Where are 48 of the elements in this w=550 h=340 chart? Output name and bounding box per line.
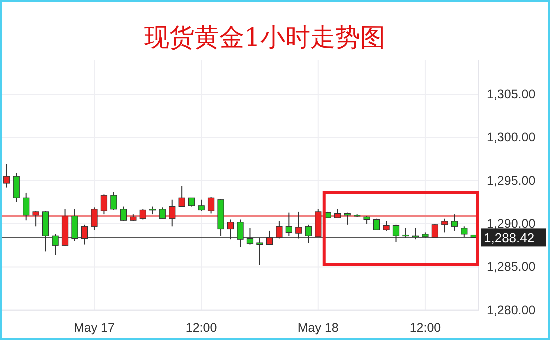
candlestick: [383, 220, 390, 232]
candlestick: [52, 234, 59, 256]
candlestick: [140, 208, 146, 220]
candlestick: [159, 207, 166, 220]
candlestick: [276, 220, 283, 240]
x-tick-label: 12:00: [410, 321, 442, 335]
x-tick-label: 12:00: [186, 321, 218, 335]
x-tick-label: May 18: [298, 321, 339, 335]
candlestick: [198, 199, 205, 212]
candlestick: [442, 218, 448, 234]
chart-title: 现货黄金1小时走势图: [144, 23, 386, 52]
candlestick: [23, 192, 30, 222]
candlestick: [169, 199, 176, 228]
candlestick: [461, 226, 468, 238]
candlestick: [208, 196, 215, 214]
candlestick: [13, 172, 20, 203]
candlestick: [110, 192, 118, 211]
candlestick: [432, 224, 439, 238]
candlestick: [246, 228, 254, 246]
y-tick-label: 1,295.00: [487, 174, 536, 188]
candlestick: [4, 164, 10, 188]
ref-line-label: 1,288.42: [484, 230, 535, 246]
candlestick: [256, 237, 264, 266]
candlestick: [237, 219, 244, 248]
candlestick: [266, 230, 274, 246]
candlestick: [100, 194, 108, 216]
candlestick: [178, 186, 186, 208]
candlestick: [373, 218, 380, 231]
candlestick: [32, 210, 40, 228]
candlestick: [305, 224, 312, 244]
candlestick: [81, 224, 88, 246]
candlestick: [72, 208, 78, 242]
candlestick: [227, 219, 234, 240]
candlestick: [451, 214, 458, 232]
y-tick-label: 1,285.00: [487, 260, 536, 274]
candlestick: [392, 224, 400, 243]
candlestick: [286, 212, 292, 237]
candlestick: [402, 228, 410, 238]
y-tick-label: 1,300.00: [487, 130, 536, 145]
candlestick: [91, 207, 98, 231]
x-tick-label: May 17: [74, 321, 116, 335]
y-tick-label: 1,290.00: [487, 217, 536, 232]
candlestick: [296, 211, 302, 240]
candlestick: [412, 228, 420, 240]
y-tick-label: 1,280.00: [487, 303, 536, 318]
candlestick: [120, 206, 127, 222]
y-tick-label: 1,305.00: [487, 88, 536, 102]
candlestick: [344, 212, 351, 226]
